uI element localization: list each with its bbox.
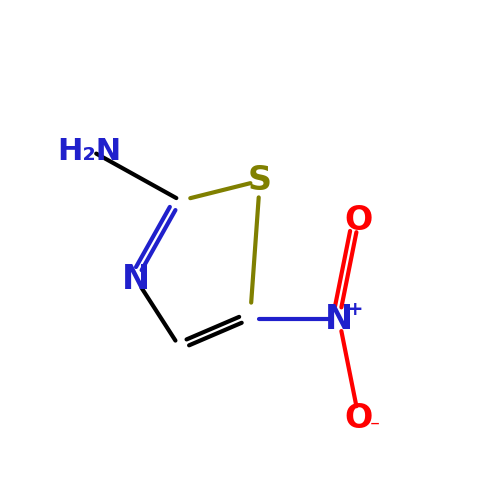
Text: N: N [325,302,353,336]
Text: O: O [344,402,373,434]
Text: S: S [248,164,272,198]
Text: O: O [344,204,373,237]
Text: H₂N: H₂N [57,136,122,166]
Text: ⁻: ⁻ [370,418,380,436]
Text: N: N [122,263,150,296]
Text: +: + [346,300,363,319]
